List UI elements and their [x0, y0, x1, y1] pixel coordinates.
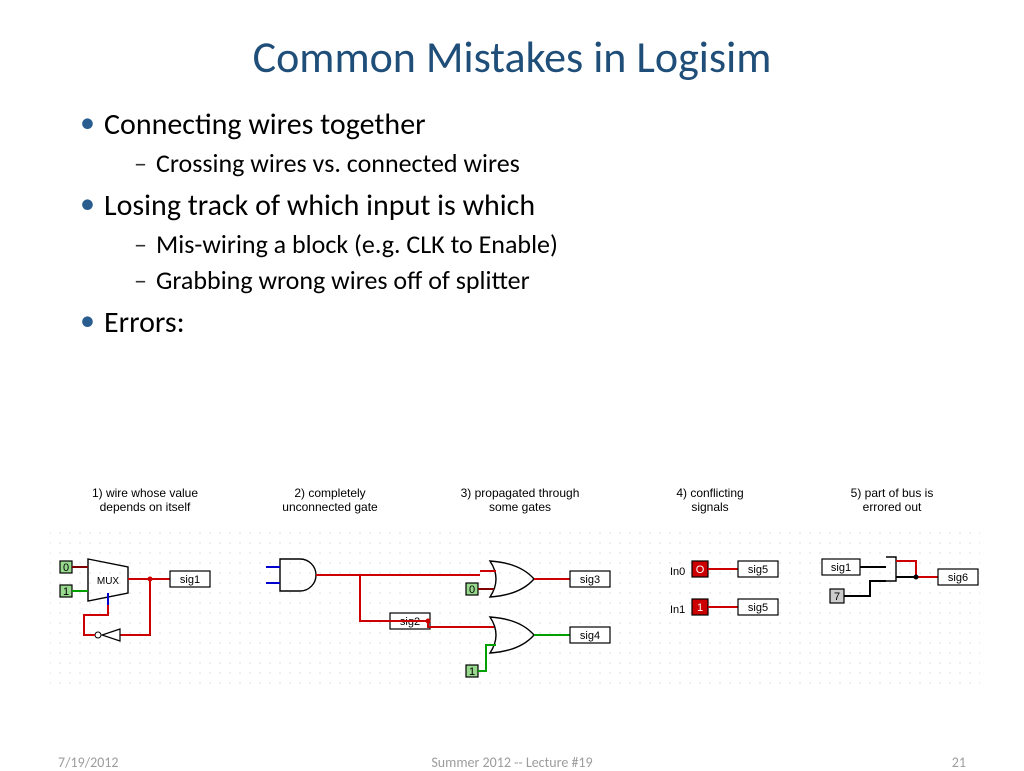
- svg-text:1: 1: [469, 666, 475, 678]
- footer-date: 7/19/2012: [58, 754, 118, 771]
- bullet-2b: Grabbing wrong wires off of splitter: [134, 264, 964, 296]
- svg-text:1) wire whose value: 1) wire whose value: [92, 486, 198, 500]
- bullet-2b-text: Grabbing wrong wires off of splitter: [156, 264, 530, 296]
- svg-text:0: 0: [63, 562, 69, 574]
- svg-text:depends on itself: depends on itself: [100, 500, 191, 514]
- svg-text:In1: In1: [670, 604, 685, 616]
- svg-text:sig1: sig1: [180, 574, 200, 586]
- svg-text:sig5: sig5: [748, 602, 768, 614]
- bullet-1-text: Connecting wires together: [104, 106, 426, 143]
- svg-text:sig5: sig5: [748, 564, 768, 576]
- svg-text:7: 7: [834, 591, 840, 603]
- svg-text:errored out: errored out: [863, 500, 922, 514]
- bullet-1a: Crossing wires vs. connected wires: [134, 147, 964, 179]
- error-diagrams: 1) wire whose valuedepends on itself 2) c…: [50, 485, 980, 695]
- bullet-3-text: Errors:: [104, 304, 185, 341]
- slide-title: Common Mistakes in Logisim: [60, 30, 964, 84]
- bullet-1a-text: Crossing wires vs. connected wires: [156, 147, 520, 179]
- svg-text:some gates: some gates: [489, 500, 551, 514]
- svg-text:2) completely: 2) completely: [294, 486, 365, 500]
- svg-text:signals: signals: [691, 500, 728, 514]
- svg-text:O: O: [696, 564, 705, 576]
- bullet-3: Errors:: [80, 304, 964, 341]
- footer-page: 21: [952, 754, 966, 771]
- svg-text:sig6: sig6: [948, 572, 968, 584]
- bullet-2a-text: Mis-wiring a block (e.g. CLK to Enable): [156, 228, 558, 260]
- svg-text:0: 0: [469, 584, 475, 596]
- bullet-list: Connecting wires together Crossing wires…: [80, 106, 964, 341]
- bullet-2-text: Losing track of which input is which: [104, 187, 535, 224]
- svg-text:MUX: MUX: [97, 576, 120, 587]
- svg-text:3) propagated through: 3) propagated through: [461, 486, 580, 500]
- svg-text:sig3: sig3: [580, 574, 600, 586]
- svg-text:4) conflicting: 4) conflicting: [676, 486, 743, 500]
- svg-text:In0: In0: [670, 566, 685, 578]
- svg-text:5) part of bus is: 5) part of bus is: [851, 486, 934, 500]
- svg-text:sig4: sig4: [580, 630, 600, 642]
- bullet-1: Connecting wires together Crossing wires…: [80, 106, 964, 179]
- bullet-2: Losing track of which input is which Mis…: [80, 187, 964, 296]
- svg-text:sig1: sig1: [831, 562, 851, 574]
- svg-text:1: 1: [697, 602, 703, 614]
- svg-text:1: 1: [63, 586, 69, 598]
- bullet-2a: Mis-wiring a block (e.g. CLK to Enable): [134, 228, 964, 260]
- footer-center: Summer 2012 -- Lecture #19: [431, 754, 592, 771]
- svg-text:unconnected gate: unconnected gate: [282, 500, 378, 514]
